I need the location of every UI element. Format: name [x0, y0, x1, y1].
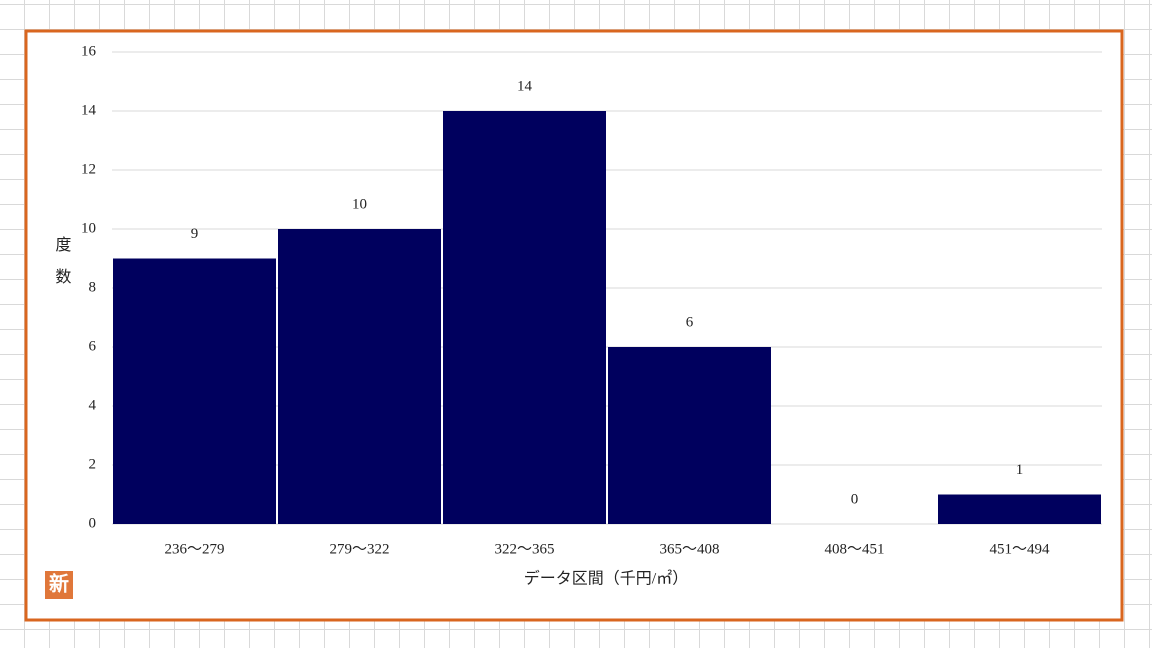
x-tick-label: 279～322: [329, 541, 389, 557]
y-tick-label: 2: [89, 456, 97, 472]
x-axis-label: データ区間（千円/㎡）: [524, 569, 688, 588]
y-tick-label: 14: [81, 102, 97, 118]
data-label: 10: [352, 196, 367, 212]
badge-box: [45, 571, 73, 599]
bar: [278, 229, 441, 524]
badge: 新: [49, 572, 69, 596]
data-label: 0: [851, 491, 859, 507]
y-tick-label: 0: [89, 515, 97, 531]
bar: [443, 111, 606, 524]
y-tick-label: 12: [81, 161, 96, 177]
data-label: 6: [686, 314, 694, 330]
data-label: 9: [191, 226, 199, 242]
x-tick-label: 408～451: [824, 541, 884, 557]
y-tick-label: 16: [81, 43, 97, 59]
y-axis-label: 度数: [52, 236, 71, 300]
x-tick-label: 322～365: [494, 541, 554, 557]
y-tick-label: 4: [89, 397, 97, 413]
bar: [113, 258, 276, 524]
bar: [608, 347, 771, 524]
data-label: 1: [1016, 462, 1024, 478]
x-tick-label: 451～494: [989, 541, 1050, 557]
x-tick-label: 236～279: [164, 541, 224, 557]
bar: [938, 494, 1101, 524]
y-tick-label: 8: [89, 279, 97, 295]
y-tick-label: 10: [81, 220, 96, 236]
x-tick-label: 365～408: [659, 541, 719, 557]
y-tick-label: 6: [89, 338, 97, 354]
data-label: 14: [517, 78, 533, 94]
